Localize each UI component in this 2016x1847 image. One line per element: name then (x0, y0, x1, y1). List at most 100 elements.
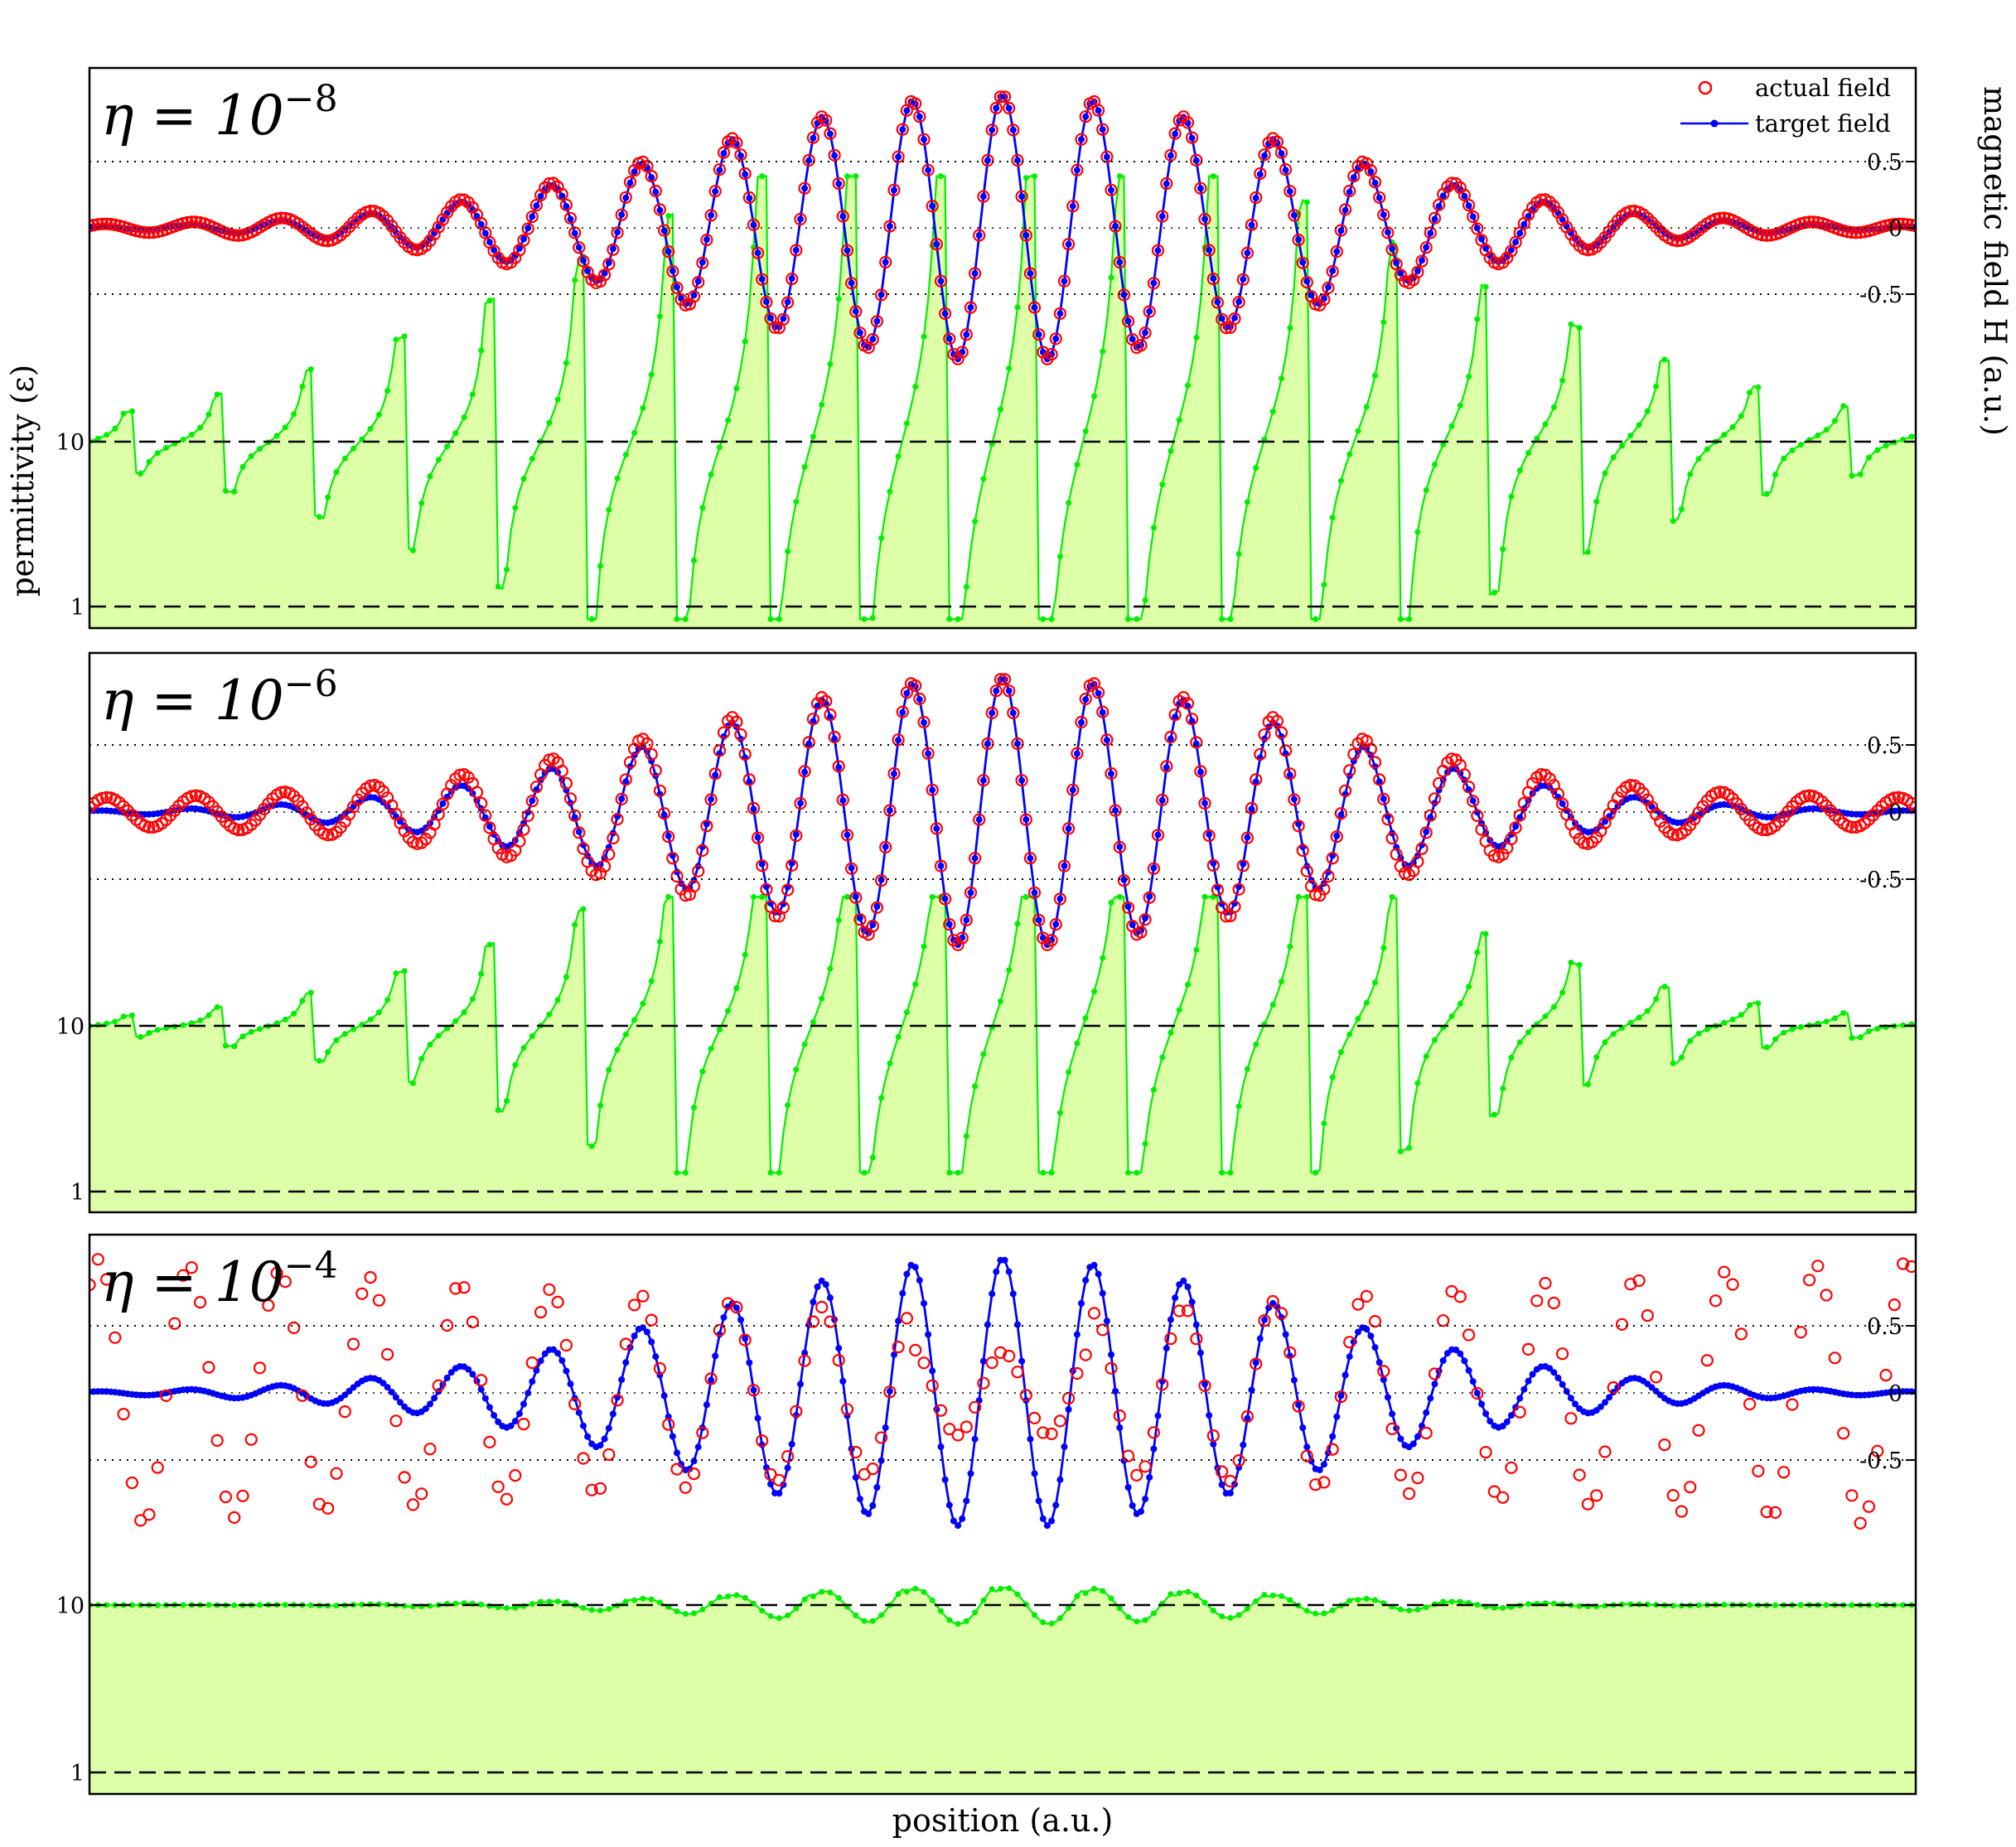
target-field-point (481, 1395, 489, 1402)
actual-field-point (1432, 776, 1446, 791)
target-field-point (1503, 1418, 1511, 1425)
target-field-point (605, 259, 612, 267)
actual-field-point (1752, 1464, 1765, 1477)
actual-field-point (973, 229, 986, 242)
actual-field-point (1202, 829, 1216, 843)
actual-field-point (883, 1385, 897, 1399)
permittivity-point (1457, 1598, 1463, 1605)
actual-field-point (338, 1405, 351, 1419)
actual-field-point (593, 1482, 607, 1495)
actual-field-point (607, 243, 620, 256)
permittivity-point (1295, 893, 1302, 900)
permittivity-point (1006, 967, 1013, 974)
actual-field-point (1061, 1391, 1076, 1405)
actual-field-point (1121, 901, 1135, 914)
permittivity-point (588, 616, 595, 622)
actual-field-point (1250, 191, 1263, 205)
permittivity-point (1908, 433, 1915, 440)
target-field-point (1103, 153, 1110, 161)
target-field-point (1478, 1400, 1485, 1408)
actual-field-point (977, 190, 990, 203)
permittivity-point (1423, 1604, 1429, 1611)
permittivity-point (853, 1612, 859, 1618)
actual-field-point (1245, 218, 1259, 231)
permittivity-point (708, 1046, 714, 1052)
target-field-point (1150, 1445, 1158, 1453)
target-field-point (580, 1422, 587, 1429)
target-field-point (989, 1290, 996, 1298)
permittivity-point (94, 435, 101, 442)
permittivity-point (980, 1051, 987, 1057)
permittivity-point (1593, 498, 1600, 505)
actual-field-point (1045, 348, 1058, 361)
field-tick-label-0-0: 0.5 (1867, 150, 1902, 176)
actual-field-point (1258, 728, 1271, 742)
target-field-point (1389, 1410, 1396, 1418)
actual-field-point (1590, 240, 1603, 254)
actual-field-point (1236, 859, 1250, 873)
permittivity-point (1406, 616, 1413, 622)
permittivity-point (333, 469, 340, 476)
target-field-point (1367, 1332, 1375, 1340)
target-field-point (1248, 1386, 1255, 1394)
target-field-point (1078, 136, 1085, 143)
target-field-point (967, 889, 974, 897)
permittivity-point (146, 458, 152, 465)
permittivity-point (1168, 447, 1174, 454)
actual-field-point (968, 267, 982, 280)
permittivity-point (410, 547, 416, 554)
actual-field-point (1232, 882, 1245, 896)
actual-field-point (611, 226, 624, 239)
permittivity-point (563, 360, 569, 366)
actual-field-point (1156, 210, 1169, 223)
permittivity-point (1815, 432, 1821, 438)
actual-field-point (1649, 220, 1663, 234)
permittivity-point (793, 499, 800, 505)
target-field-point (955, 1522, 962, 1530)
target-field-point (1116, 1424, 1124, 1431)
permittivity-point (1466, 374, 1472, 380)
actual-field-point (1411, 855, 1424, 868)
permittivity-point (1440, 442, 1447, 447)
target-field-point (852, 307, 859, 315)
permittivity-point (1168, 1591, 1174, 1598)
permittivity-point (1303, 1608, 1310, 1614)
permittivity-point (520, 476, 527, 482)
permittivity-point (656, 313, 663, 320)
actual-field-point (977, 774, 990, 787)
actual-field-point (730, 136, 743, 149)
permittivity-point (725, 1008, 732, 1014)
permittivity-point (1253, 1041, 1259, 1047)
actual-field-point (91, 1253, 104, 1266)
actual-field-point (1849, 226, 1863, 239)
actual-field-point (742, 773, 756, 786)
actual-field-point (619, 1337, 632, 1351)
permittivity-point (1721, 1602, 1728, 1608)
actual-field-point (1385, 243, 1399, 256)
target-field-point (694, 278, 702, 285)
permittivity-point (1134, 1169, 1140, 1176)
target-field-point (925, 750, 932, 757)
field-tick-label-2-2: -0.5 (1859, 1448, 1902, 1474)
actual-field-point (1027, 301, 1042, 314)
actual-field-point (1288, 209, 1301, 222)
actual-field-point (1206, 273, 1220, 286)
permittivity-point (1048, 1620, 1055, 1627)
permittivity-point (1159, 481, 1166, 488)
target-field-point (529, 797, 536, 805)
actual-field-point (585, 1483, 598, 1496)
actual-field-point (900, 1312, 914, 1325)
actual-field-point (1590, 1489, 1603, 1502)
actual-field-point (747, 801, 761, 815)
permittivity-point (520, 1045, 527, 1052)
permittivity-point (742, 338, 748, 345)
actual-field-point (1096, 705, 1110, 718)
permittivity-point (401, 968, 408, 974)
target-field-point (746, 1359, 753, 1366)
target-field-point (835, 1345, 843, 1352)
permittivity-point (231, 488, 238, 495)
target-field-point (1197, 185, 1204, 192)
actual-field-point (1487, 1485, 1501, 1498)
actual-field-point (89, 1278, 96, 1292)
actual-field-point (964, 301, 978, 314)
